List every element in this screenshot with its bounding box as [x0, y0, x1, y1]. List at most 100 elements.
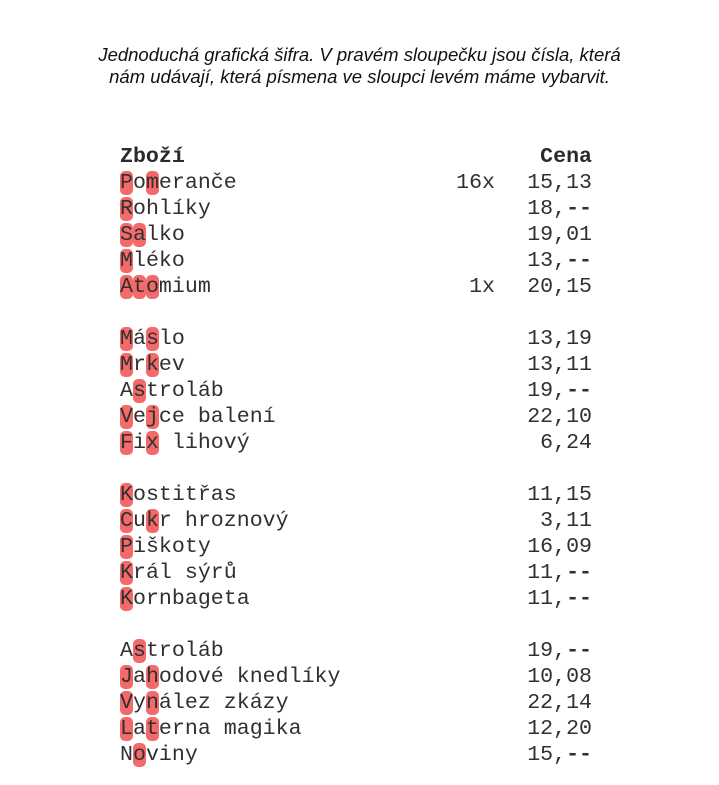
item-price: 15,-- — [527, 743, 592, 767]
item-name: Fix lihový — [120, 431, 250, 455]
highlighted-letter: J — [120, 665, 133, 689]
item-price: 20,15 — [527, 275, 592, 299]
item-name: Kostitřas — [120, 483, 237, 507]
item-price: 13,19 — [527, 327, 592, 351]
item-name: Kornbageta — [120, 587, 250, 611]
item-name: Vejce balení — [120, 405, 276, 429]
item-name: Atomium — [120, 275, 211, 299]
item-name: Vynález zkázy — [120, 691, 289, 715]
item-price: 22,10 — [527, 405, 592, 429]
highlighted-letter: F — [120, 431, 133, 455]
highlighted-letter: k — [145, 353, 159, 377]
item-column-header: Zboží — [120, 145, 185, 169]
receipt-row: Máslo 13,19 — [120, 326, 592, 352]
receipt-row: Piškoty 16,09 — [120, 534, 592, 560]
highlighted-letter: C — [120, 509, 133, 533]
group-spacer — [120, 456, 592, 482]
receipt-row: Král sýrů 11,-- — [120, 560, 592, 586]
receipt-row: Noviny 15,-- — [120, 742, 592, 768]
highlighted-letter: M — [120, 327, 133, 351]
receipt-row: Atomium 1x 20,15 — [120, 274, 592, 300]
item-price: 3,11 — [540, 509, 592, 533]
item-name: Máslo — [120, 327, 185, 351]
highlighted-letter: P — [120, 171, 133, 195]
highlighted-letter: M — [120, 353, 133, 377]
highlighted-letter: h — [145, 665, 159, 689]
highlighted-letter: k — [145, 509, 159, 533]
item-price: 10,08 — [527, 665, 592, 689]
item-quantity: 16x — [456, 171, 495, 195]
group-spacer — [120, 300, 592, 326]
item-name: Astroláb — [120, 639, 224, 663]
highlighted-letter: S — [120, 223, 133, 247]
receipt-row: Astroláb 19,-- — [120, 638, 592, 664]
item-price: 11,15 — [527, 483, 592, 507]
highlighted-letter: V — [120, 405, 133, 429]
receipt-row: Vynález zkázy 22,14 — [120, 690, 592, 716]
receipt-row: Astroláb 19,-- — [120, 378, 592, 404]
item-price: 19,-- — [527, 379, 592, 403]
receipt-row: Cukr hroznový 3,11 — [120, 508, 592, 534]
highlighted-letter: x — [145, 431, 159, 455]
item-name: Cukr hroznový — [120, 509, 289, 533]
highlighted-letter: m — [145, 171, 159, 195]
receipt-row: Mléko 13,-- — [120, 248, 592, 274]
receipt-row: Mrkev 13,11 — [120, 352, 592, 378]
receipt-row: Kornbageta 11,-- — [120, 586, 592, 612]
highlighted-letter: n — [145, 691, 159, 715]
item-price: 11,-- — [527, 587, 592, 611]
item-price: 15,13 — [527, 171, 592, 195]
intro-line-2: nám udávají, která písmena ve sloupci le… — [109, 66, 610, 87]
highlighted-letter: s — [132, 639, 146, 663]
item-name: Astroláb — [120, 379, 224, 403]
item-name: Piškoty — [120, 535, 211, 559]
item-price: 13,11 — [527, 353, 592, 377]
highlighted-letter: t — [132, 275, 146, 299]
price-column-header: Cena — [540, 145, 592, 169]
item-name: Král sýrů — [120, 561, 237, 585]
item-price: 19,-- — [527, 639, 592, 663]
highlighted-letter: V — [120, 691, 133, 715]
item-name: Mrkev — [120, 353, 185, 377]
item-price: 16,09 — [527, 535, 592, 559]
item-price: 19,01 — [527, 223, 592, 247]
receipt-row: Fix lihový 6,24 — [120, 430, 592, 456]
highlighted-letter: s — [132, 379, 146, 403]
item-price: 6,24 — [540, 431, 592, 455]
highlighted-letter: P — [120, 535, 133, 559]
highlighted-letter: o — [132, 743, 146, 767]
item-name: Salko — [120, 223, 185, 247]
receipt-row: Laterna magika 12,20 — [120, 716, 592, 742]
highlighted-letter: K — [120, 587, 133, 611]
highlighted-letter: L — [120, 717, 133, 741]
highlighted-letter: t — [145, 717, 159, 741]
item-name: Pomeranče — [120, 171, 237, 195]
highlighted-letter: A — [120, 275, 133, 299]
item-name: Noviny — [120, 743, 198, 767]
receipt-row: Kostitřas 11,15 — [120, 482, 592, 508]
receipt-row: Rohlíky 18,-- — [120, 196, 592, 222]
item-price: 12,20 — [527, 717, 592, 741]
receipt-list: Zboží Cena Pomeranče 16x 15,13 Rohlíky 18,--… — [120, 144, 592, 768]
receipt-row: Pomeranče 16x 15,13 — [120, 170, 592, 196]
receipt-groups: Pomeranče 16x 15,13 Rohlíky 18,-- Salko 19,01 M… — [120, 170, 592, 768]
highlighted-letter: s — [145, 327, 159, 351]
highlighted-letter: a — [132, 223, 146, 247]
item-price: 13,-- — [527, 249, 592, 273]
highlighted-letter: K — [120, 483, 133, 507]
highlighted-letter: o — [145, 275, 159, 299]
highlighted-letter: M — [120, 249, 133, 273]
highlighted-letter: K — [120, 561, 133, 585]
item-name: Rohlíky — [120, 197, 211, 221]
item-price: 22,14 — [527, 691, 592, 715]
group-spacer — [120, 612, 592, 638]
item-price: 18,-- — [527, 197, 592, 221]
highlighted-letter: j — [145, 405, 159, 429]
receipt-header: Zboží Cena — [120, 144, 592, 170]
item-name: Mléko — [120, 249, 185, 273]
item-price: 11,-- — [527, 561, 592, 585]
receipt-row: Salko 19,01 — [120, 222, 592, 248]
receipt-row: Vejce balení 22,10 — [120, 404, 592, 430]
item-quantity: 1x — [469, 275, 495, 299]
highlighted-letter: R — [120, 197, 133, 221]
